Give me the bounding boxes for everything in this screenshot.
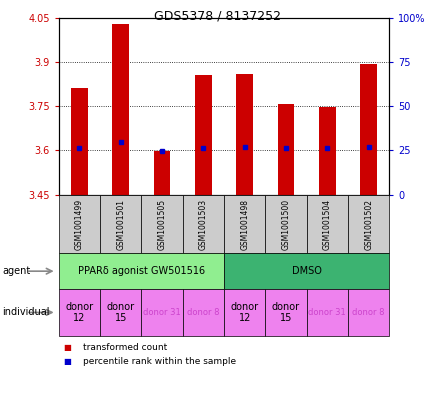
Text: percentile rank within the sample: percentile rank within the sample bbox=[82, 357, 235, 366]
Text: donor
15: donor 15 bbox=[271, 302, 299, 323]
Text: PPARδ agonist GW501516: PPARδ agonist GW501516 bbox=[78, 266, 204, 276]
Bar bbox=[277, 104, 294, 195]
Text: donor 31: donor 31 bbox=[308, 308, 345, 317]
Text: ■: ■ bbox=[63, 357, 71, 366]
Text: DMSO: DMSO bbox=[291, 266, 321, 276]
Text: donor 8: donor 8 bbox=[187, 308, 219, 317]
Text: transformed count: transformed count bbox=[82, 343, 167, 352]
Text: GSM1001498: GSM1001498 bbox=[240, 198, 249, 250]
Bar bbox=[71, 88, 88, 195]
Text: GSM1001503: GSM1001503 bbox=[198, 198, 207, 250]
Text: donor
12: donor 12 bbox=[65, 302, 93, 323]
Text: donor
15: donor 15 bbox=[106, 302, 135, 323]
Text: agent: agent bbox=[2, 266, 30, 276]
Text: donor 8: donor 8 bbox=[352, 308, 384, 317]
Text: GSM1001500: GSM1001500 bbox=[281, 198, 290, 250]
Text: ■: ■ bbox=[63, 343, 71, 352]
Bar bbox=[359, 64, 376, 195]
Text: GSM1001501: GSM1001501 bbox=[116, 198, 125, 250]
Bar bbox=[318, 107, 335, 195]
Text: GSM1001505: GSM1001505 bbox=[157, 198, 166, 250]
Bar bbox=[154, 151, 170, 195]
Text: donor
12: donor 12 bbox=[230, 302, 258, 323]
Bar bbox=[112, 24, 129, 195]
Text: donor 31: donor 31 bbox=[143, 308, 181, 317]
Bar bbox=[194, 75, 211, 195]
Text: GSM1001504: GSM1001504 bbox=[322, 198, 331, 250]
Text: GSM1001502: GSM1001502 bbox=[363, 198, 372, 250]
Text: GDS5378 / 8137252: GDS5378 / 8137252 bbox=[154, 10, 280, 23]
Bar bbox=[236, 74, 252, 195]
Text: GSM1001499: GSM1001499 bbox=[75, 198, 84, 250]
Text: individual: individual bbox=[2, 307, 49, 318]
